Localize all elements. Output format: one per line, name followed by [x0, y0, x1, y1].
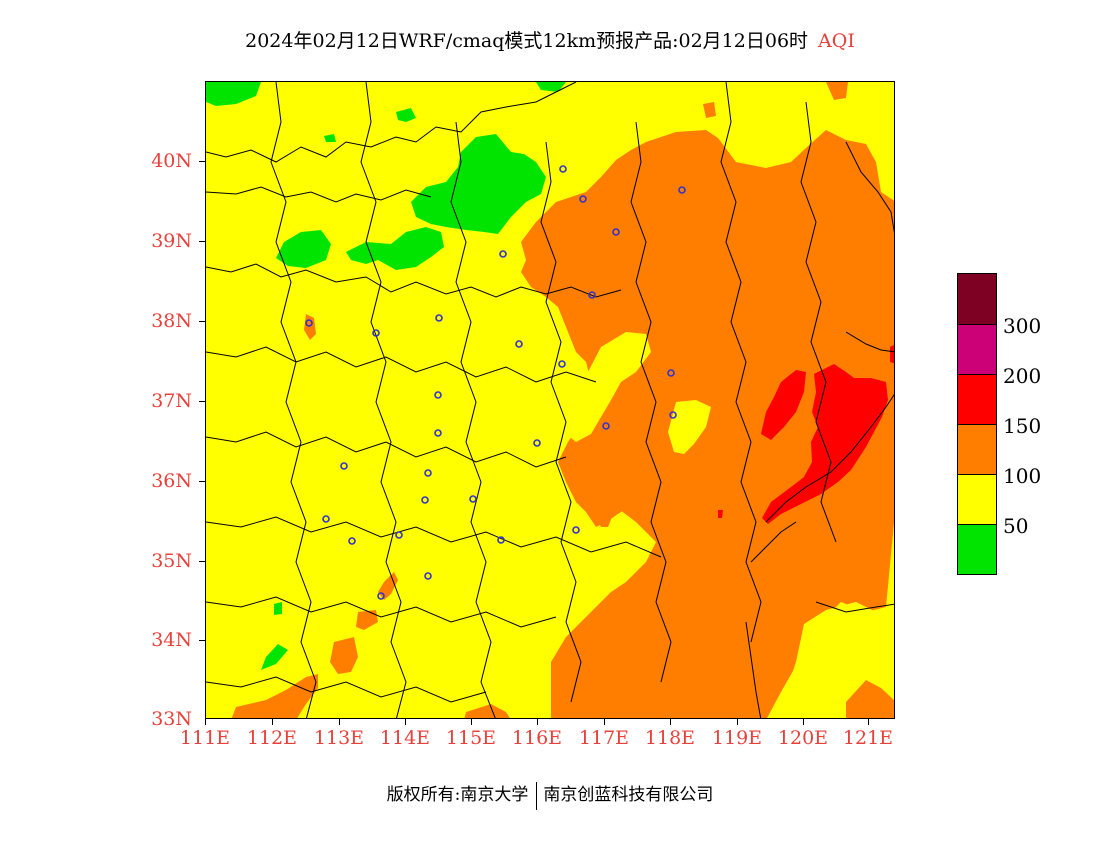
legend-label: 200: [1003, 364, 1042, 388]
yellow-pockets: [566, 332, 894, 718]
legend-label: 50: [1003, 514, 1029, 538]
footer-separator: [536, 781, 538, 810]
y-axis-label: 37N: [151, 390, 192, 412]
x-axis-label: 113E: [313, 727, 365, 749]
footer-company: 南京创蓝科技有限公司: [543, 785, 714, 805]
y-tick: [199, 481, 205, 482]
legend-label: 150: [1003, 414, 1042, 438]
x-axis-label: 119E: [711, 727, 763, 749]
x-tick: [205, 719, 206, 725]
x-tick: [537, 719, 538, 725]
title-variable: AQI: [818, 30, 855, 52]
legend-swatch-maroon: [958, 274, 996, 324]
y-axis-label: 40N: [151, 150, 192, 172]
aqi-legend: [957, 273, 997, 575]
x-tick: [604, 719, 605, 725]
legend-swatch-orange: [958, 424, 996, 474]
x-axis-label: 112E: [246, 727, 298, 749]
legend-swatch-purple: [958, 324, 996, 374]
legend-swatch-red: [958, 374, 996, 424]
x-tick: [868, 719, 869, 725]
y-axis-label: 36N: [151, 470, 192, 492]
y-axis-label: 39N: [151, 230, 192, 252]
footer-copyright: 版权所有:南京大学: [386, 785, 529, 805]
y-tick: [199, 561, 205, 562]
footer-credits: 版权所有:南京大学 南京创蓝科技有限公司: [0, 780, 1100, 810]
x-tick: [670, 719, 671, 725]
x-axis-label: 118E: [644, 727, 696, 749]
y-tick: [199, 161, 205, 162]
y-axis-label: 38N: [151, 310, 192, 332]
x-axis-label: 111E: [179, 727, 231, 749]
title-main: 2024年02月12日WRF/cmaq模式12km预报产品:02月12日06时: [245, 30, 809, 52]
y-axis-label: 35N: [151, 550, 192, 572]
x-axis-label: 120E: [777, 727, 829, 749]
x-tick: [272, 719, 273, 725]
y-tick: [199, 401, 205, 402]
legend-swatch-green: [958, 524, 996, 574]
boundary-lines: [206, 82, 894, 718]
y-tick: [199, 241, 205, 242]
legend-label: 100: [1003, 464, 1042, 488]
city-markers: [305, 165, 686, 600]
green-zones: [206, 82, 566, 670]
x-tick: [803, 719, 804, 725]
y-tick: [199, 321, 205, 322]
red-zones: [718, 345, 894, 524]
y-tick: [199, 640, 205, 641]
legend-swatch-yellow: [958, 474, 996, 524]
x-axis-label: 117E: [578, 727, 630, 749]
x-axis-label: 114E: [379, 727, 431, 749]
y-axis-label: 33N: [151, 708, 192, 730]
legend-label: 300: [1003, 314, 1042, 338]
x-tick: [339, 719, 340, 725]
map-frame: [205, 81, 895, 719]
map-title: 2024年02月12日WRF/cmaq模式12km预报产品:02月12日06时 A…: [0, 26, 1100, 53]
y-axis-label: 34N: [151, 629, 192, 651]
x-tick: [471, 719, 472, 725]
x-tick: [737, 719, 738, 725]
aqi-map: [206, 82, 894, 718]
x-tick: [405, 719, 406, 725]
x-axis-label: 115E: [445, 727, 497, 749]
x-axis-label: 121E: [842, 727, 894, 749]
x-axis-label: 116E: [511, 727, 563, 749]
